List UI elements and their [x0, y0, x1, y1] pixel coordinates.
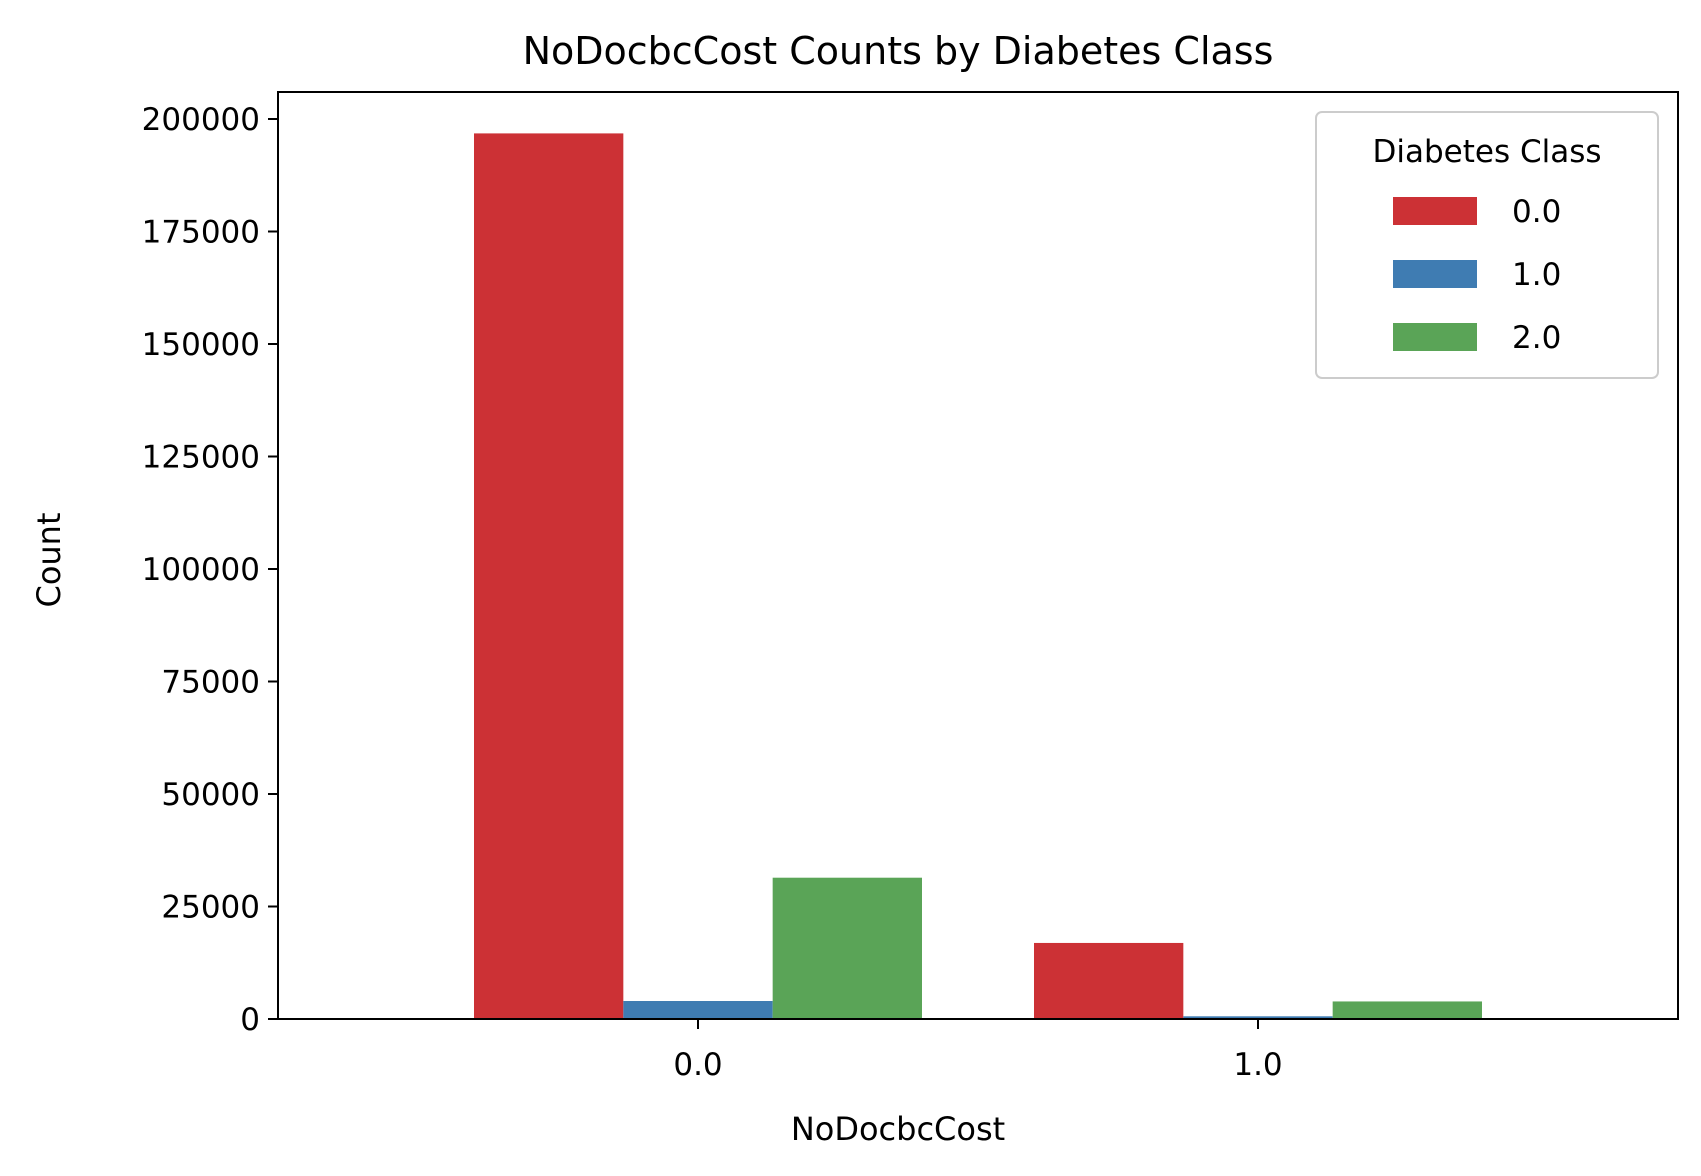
bar-series-2.0-cat-1.0 [1332, 1001, 1482, 1019]
y-tick-label: 150000 [142, 327, 260, 363]
plot-area [277, 91, 1679, 1020]
legend-entry-2.0: 2.0 [1512, 320, 1561, 356]
y-axis-label: Count [30, 512, 68, 607]
bar-series-1.0-cat-1.0 [1183, 1016, 1333, 1019]
legend-box [1315, 111, 1659, 379]
legend-swatch-1.0 [1393, 260, 1477, 288]
chart-title: NoDocbcCost Counts by Diabetes Class [523, 29, 1274, 73]
bar-series-1.0-cat-0.0 [623, 1001, 773, 1019]
legend-swatch-0.0 [1393, 197, 1477, 225]
bar-series-0.0-cat-1.0 [1034, 942, 1184, 1019]
bar-series-2.0-cat-0.0 [772, 877, 922, 1019]
y-tick-label: 25000 [161, 890, 260, 926]
x-tick-label: 1.0 [1233, 1047, 1282, 1083]
legend-title: Diabetes Class [1372, 134, 1601, 170]
y-tick-label: 50000 [161, 777, 260, 813]
y-tick-label: 125000 [142, 440, 260, 476]
y-axis: 0 25000 50000 75000 100000 125000 150000 175000… [142, 102, 278, 1038]
x-axis-label: NoDocbcCost [791, 1110, 1005, 1148]
legend: Diabetes Class 0.0 1.0 2.0 [1315, 111, 1659, 379]
legend-swatch-2.0 [1393, 323, 1477, 351]
x-axis: 0.0 1.0 [673, 1019, 1283, 1083]
x-tick-label: 0.0 [673, 1047, 722, 1083]
legend-entry-1.0: 1.0 [1512, 257, 1561, 293]
y-tick-label: 100000 [142, 552, 260, 588]
y-tick-label: 175000 [142, 215, 260, 251]
y-tick-label: 200000 [142, 102, 260, 138]
bar-series-0.0-cat-0.0 [474, 133, 624, 1019]
y-tick-label: 0 [240, 1002, 260, 1038]
y-tick-label: 75000 [161, 665, 260, 701]
legend-entry-0.0: 0.0 [1512, 194, 1561, 230]
plot-frame [277, 91, 1679, 1020]
